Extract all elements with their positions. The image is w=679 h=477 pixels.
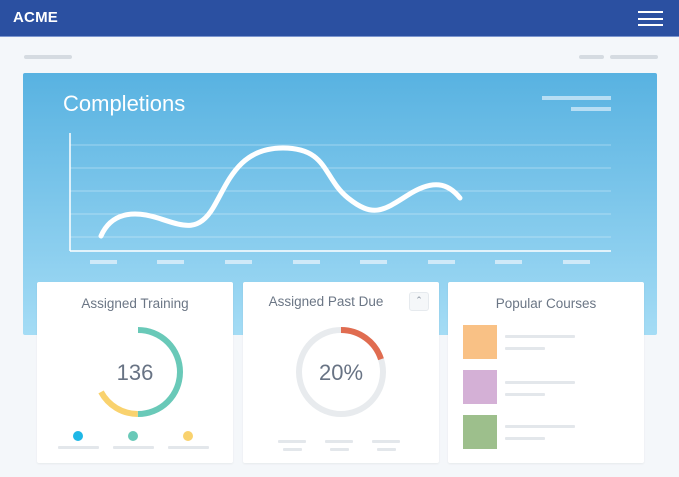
- past-due-value: 20%: [318, 360, 364, 385]
- assigned-past-due-card[interactable]: Assigned Past Due ⌃ 20%: [243, 282, 439, 463]
- legend-label-placeholder: [113, 446, 154, 449]
- breadcrumb-placeholder: [24, 55, 72, 59]
- top-bar: ACME: [0, 0, 679, 37]
- course-name-placeholder: [505, 381, 575, 384]
- popular-courses-card[interactable]: Popular Courses: [448, 282, 644, 463]
- course-meta-placeholder: [505, 393, 545, 396]
- x-tick-placeholders: [90, 260, 590, 264]
- assigned-training-card[interactable]: Assigned Training 136: [37, 282, 233, 463]
- legend-dot: [183, 431, 193, 441]
- chevron-up-icon[interactable]: ⌃: [409, 292, 429, 311]
- card-title: Popular Courses: [495, 296, 597, 311]
- hamburger-icon[interactable]: [638, 11, 663, 26]
- completions-title: Completions: [63, 91, 186, 116]
- legend-dot: [128, 431, 138, 441]
- legend-label-placeholder: [58, 446, 99, 449]
- legend-placeholder: [372, 440, 400, 443]
- completions-line: [98, 145, 463, 239]
- legend-placeholder: [283, 448, 302, 451]
- past-due-donut: [296, 327, 386, 417]
- legend-placeholder: [325, 440, 353, 443]
- logo[interactable]: ACME: [13, 9, 58, 26]
- course-meta-placeholder: [505, 437, 545, 440]
- legend-placeholder: [278, 440, 306, 443]
- header-placeholder: [610, 55, 658, 59]
- course-thumbnail[interactable]: [463, 415, 497, 449]
- card-title: Assigned Past Due: [268, 294, 384, 309]
- legend-placeholder: [542, 96, 611, 100]
- course-meta-placeholder: [505, 347, 545, 350]
- legend-placeholder: [571, 107, 611, 111]
- course-name-placeholder: [505, 425, 575, 428]
- legend-label-placeholder: [168, 446, 209, 449]
- assigned-training-value: 136: [116, 360, 154, 385]
- legend-placeholder: [330, 448, 349, 451]
- header-placeholder: [579, 55, 604, 59]
- course-name-placeholder: [505, 335, 575, 338]
- course-thumbnail[interactable]: [463, 325, 497, 359]
- donut-value-arc: [296, 327, 386, 417]
- legend-placeholder: [377, 448, 396, 451]
- card-title: Assigned Training: [81, 296, 189, 311]
- course-thumbnail[interactable]: [463, 370, 497, 404]
- assigned-training-donut: [93, 327, 183, 417]
- legend-dot: [73, 431, 83, 441]
- completions-chart: [69, 133, 611, 264]
- donut-segment: [93, 327, 183, 417]
